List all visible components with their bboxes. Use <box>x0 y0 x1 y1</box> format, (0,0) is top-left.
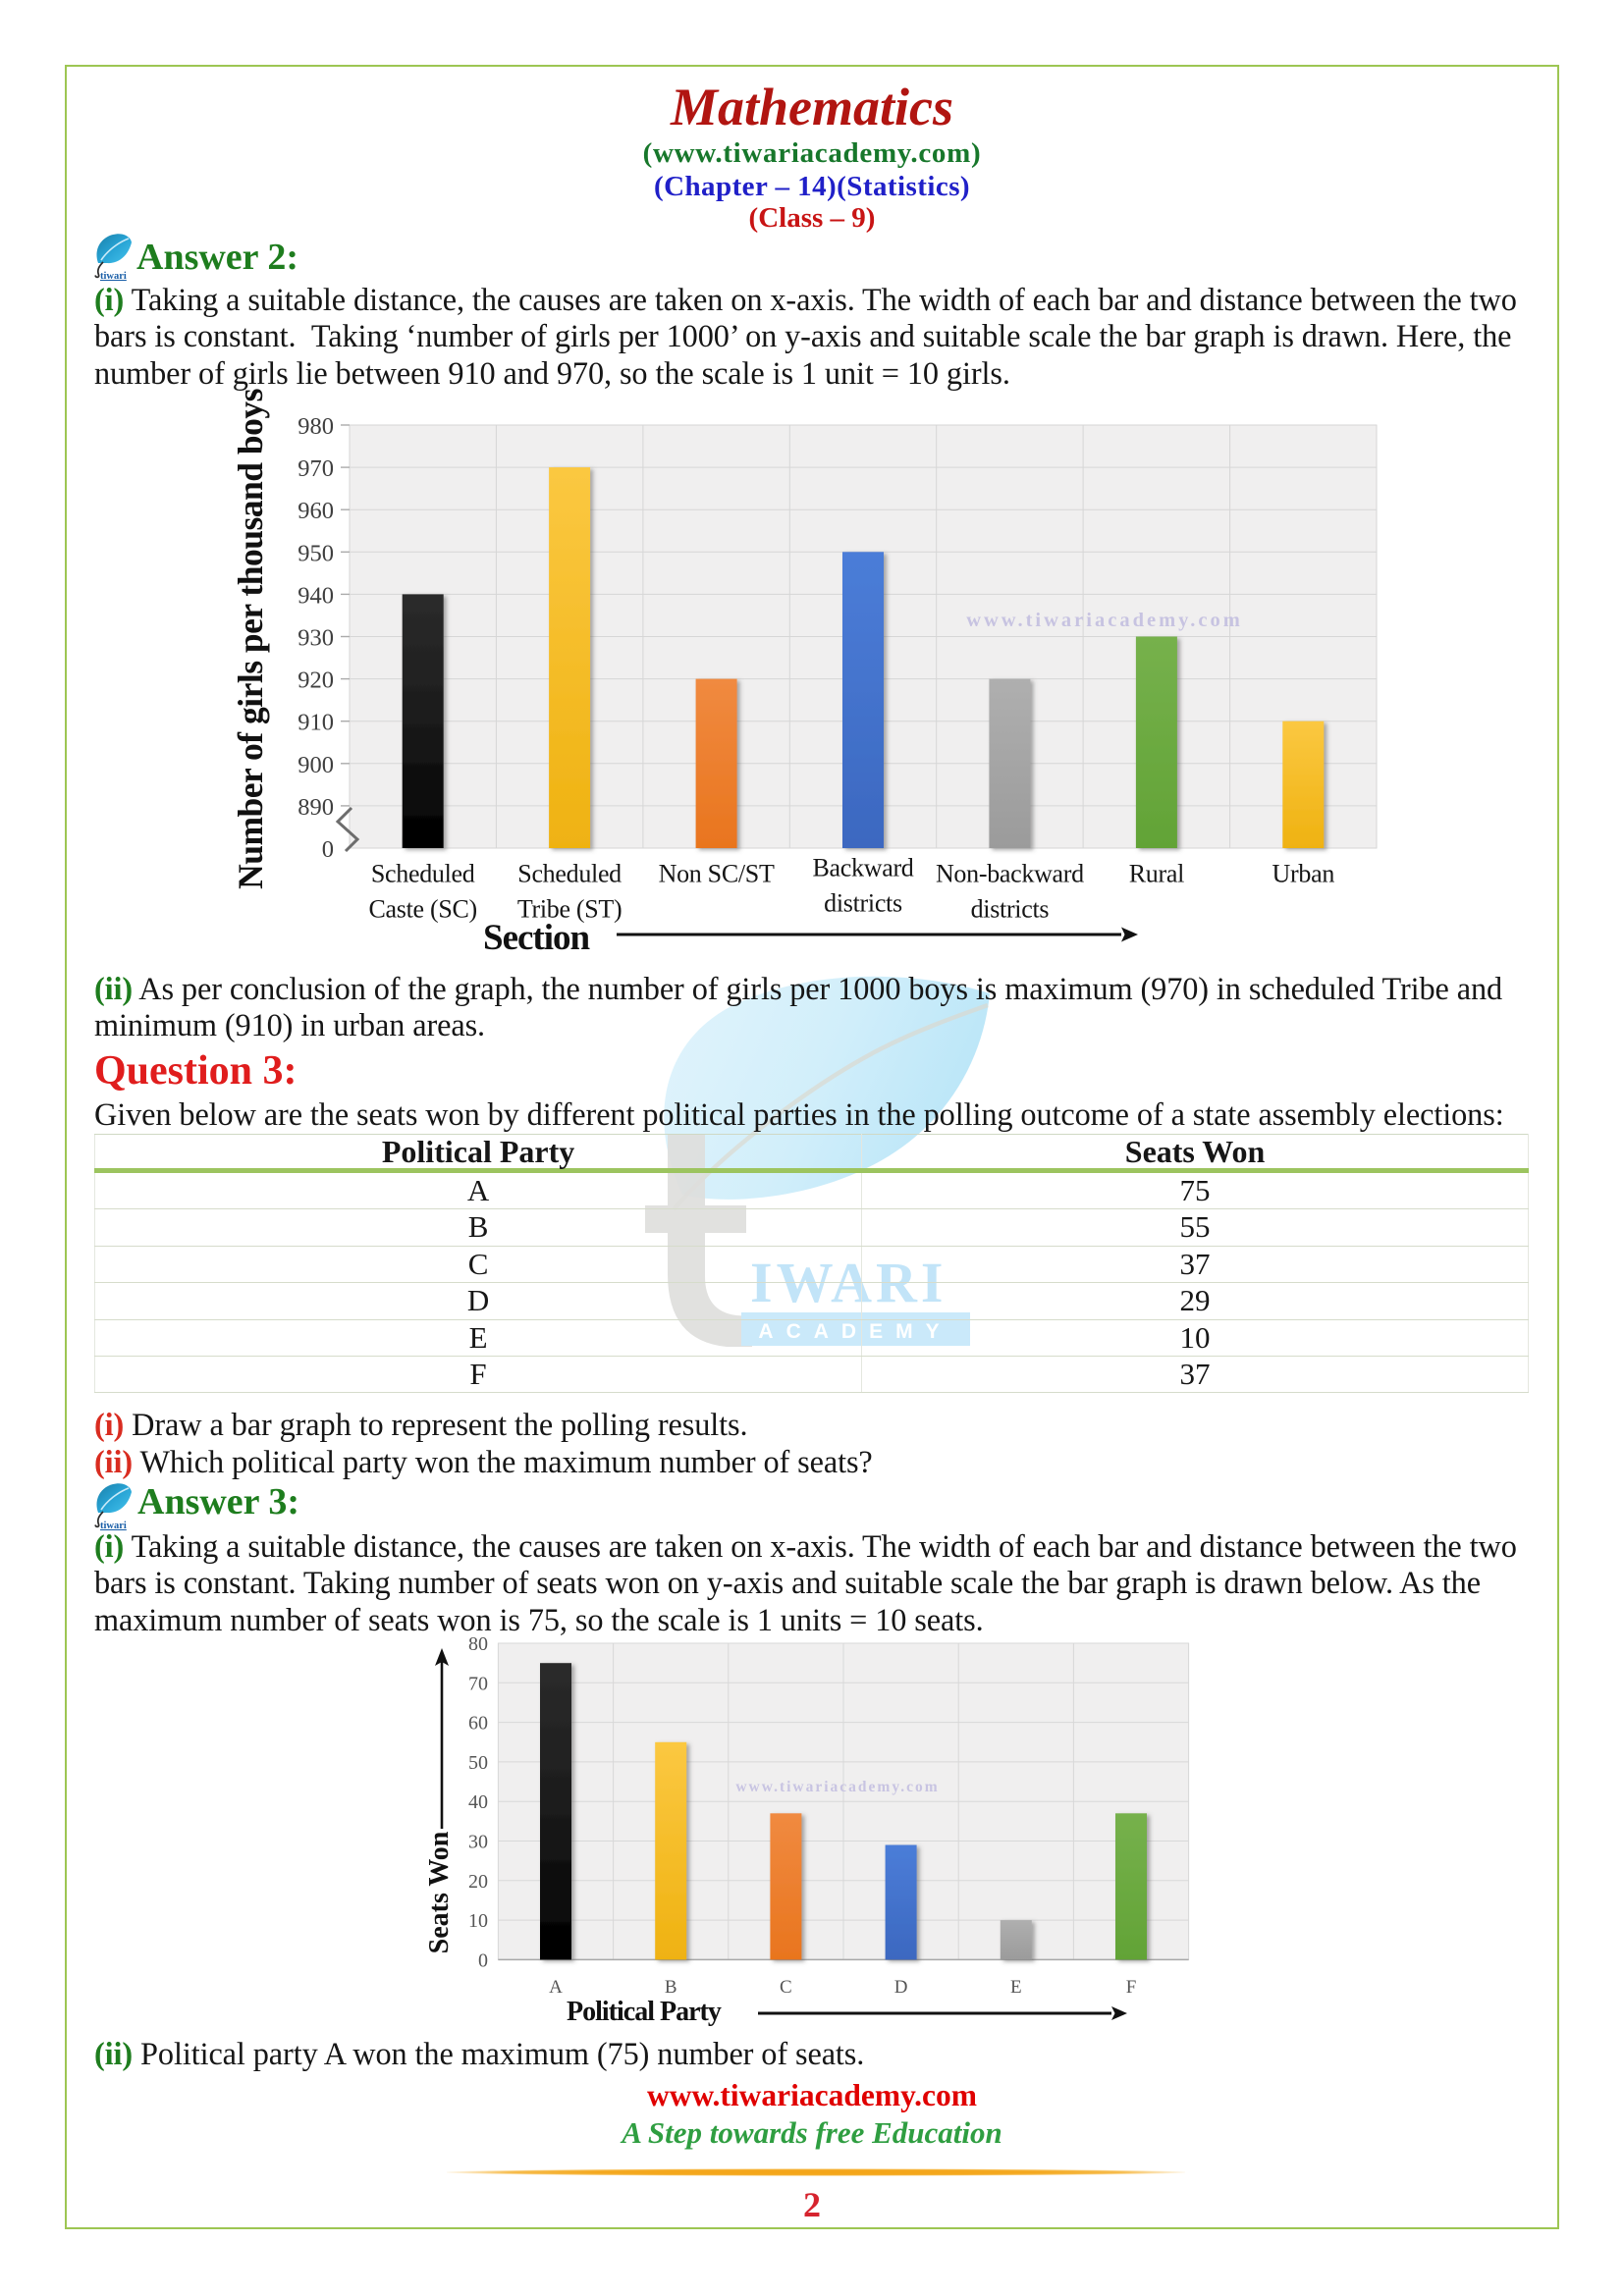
svg-text:80: 80 <box>468 1633 488 1655</box>
svg-text:890: 890 <box>298 794 334 821</box>
svg-text:Seats Won: Seats Won <box>424 1831 455 1953</box>
svg-text:20: 20 <box>468 1871 488 1893</box>
svg-text:960: 960 <box>298 498 334 524</box>
svg-text:Tribe (ST): Tribe (ST) <box>517 895 623 924</box>
svg-text:Number of girls per thousand b: Number of girls per thousand boys <box>231 389 270 889</box>
svg-text:Scheduled: Scheduled <box>517 860 622 888</box>
svg-text:920: 920 <box>298 667 334 694</box>
svg-text:910: 910 <box>298 710 334 736</box>
svg-text:www.tiwariacademy.com: www.tiwariacademy.com <box>735 1779 939 1795</box>
svg-text:970: 970 <box>298 455 334 482</box>
svg-text:900: 900 <box>298 752 334 778</box>
svg-text:tiwari: tiwari <box>100 1521 127 1531</box>
svg-text:www.tiwariacademy.com: www.tiwariacademy.com <box>966 610 1243 631</box>
svg-text:F: F <box>1126 1977 1137 1998</box>
svg-text:40: 40 <box>468 1791 488 1813</box>
svg-text:Backward: Backward <box>813 854 914 882</box>
svg-text:Urban: Urban <box>1272 860 1335 888</box>
svg-text:0: 0 <box>478 1949 488 1971</box>
svg-text:940: 940 <box>298 582 334 609</box>
svg-text:B: B <box>665 1977 677 1998</box>
svg-text:Non-backward: Non-backward <box>936 860 1084 888</box>
svg-text:D: D <box>894 1977 908 1998</box>
svg-text:30: 30 <box>468 1832 488 1853</box>
svg-text:E: E <box>1010 1977 1022 1998</box>
svg-text:tiwari: tiwari <box>100 271 127 282</box>
svg-text:districts: districts <box>971 895 1050 924</box>
svg-text:70: 70 <box>468 1673 488 1694</box>
svg-text:60: 60 <box>468 1713 488 1735</box>
svg-text:980: 980 <box>298 413 334 440</box>
svg-text:Section: Section <box>483 918 591 958</box>
svg-text:950: 950 <box>298 540 334 566</box>
svg-text:A: A <box>549 1977 563 1998</box>
svg-text:930: 930 <box>298 625 334 652</box>
svg-text:Rural: Rural <box>1129 860 1184 888</box>
svg-text:districts: districts <box>824 889 902 918</box>
svg-text:Scheduled: Scheduled <box>371 860 475 888</box>
svg-text:Non SC/ST: Non SC/ST <box>659 860 775 888</box>
svg-text:Caste (SC): Caste (SC) <box>369 895 477 924</box>
svg-text:50: 50 <box>468 1752 488 1774</box>
svg-text:Political Party: Political Party <box>567 1997 722 2027</box>
svg-text:0: 0 <box>322 836 334 863</box>
svg-text:10: 10 <box>468 1910 488 1932</box>
svg-text:C: C <box>780 1977 792 1998</box>
